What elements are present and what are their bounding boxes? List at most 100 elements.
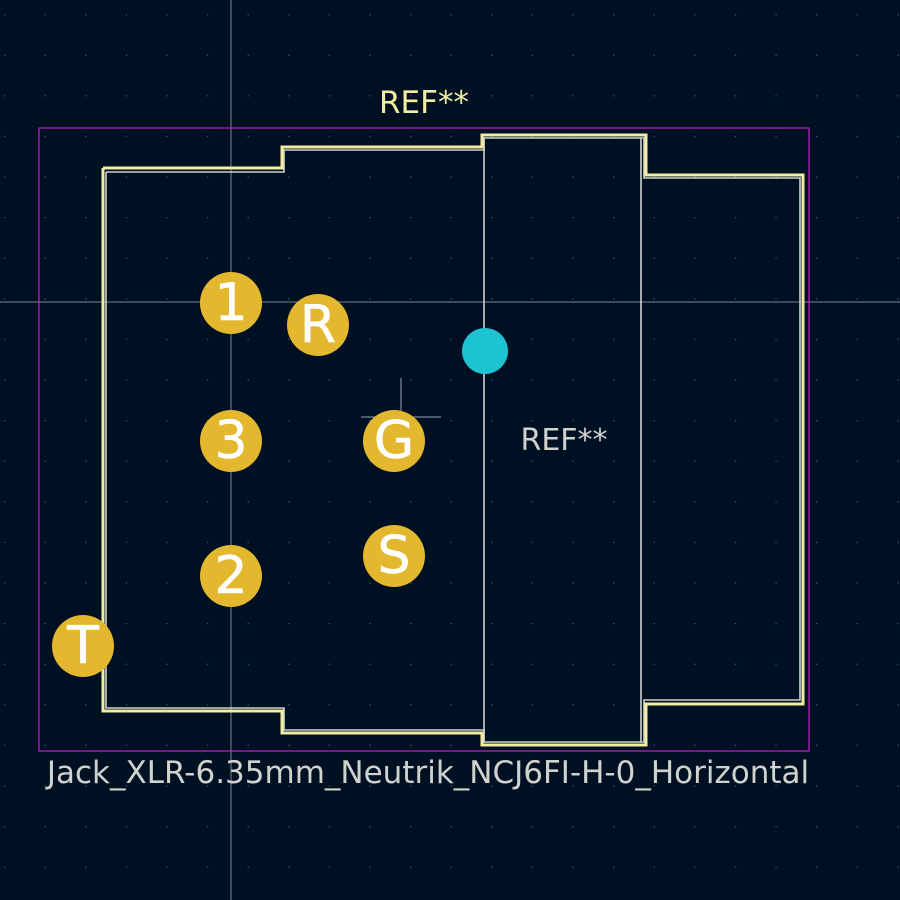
grid-dot <box>450 866 452 868</box>
grid-dot <box>734 176 737 178</box>
grid-dot <box>816 298 818 300</box>
grid-dot <box>410 379 412 381</box>
grid-dot <box>856 541 858 544</box>
grid-dot <box>85 298 87 300</box>
grid-dot <box>694 541 696 544</box>
grid-dot <box>897 623 899 625</box>
grid-dot <box>85 826 87 828</box>
grid-dot <box>369 257 371 259</box>
grid-dot <box>531 217 534 219</box>
grid-dot <box>328 785 331 787</box>
grid-dot <box>897 501 899 503</box>
pad[interactable]: G <box>363 410 425 472</box>
grid-dot <box>4 14 6 16</box>
grid-dot <box>816 501 818 503</box>
grid-dot <box>4 826 6 828</box>
grid-dot <box>450 704 452 706</box>
grid-dot <box>247 217 249 219</box>
grid-dot <box>734 623 737 625</box>
grid-dot <box>531 338 534 341</box>
grid-dot <box>44 176 46 178</box>
grid-dot <box>491 420 493 422</box>
grid-dot <box>328 135 331 138</box>
grid-dot <box>897 257 899 259</box>
grid-dot <box>531 541 534 544</box>
grid-dot <box>531 95 534 97</box>
grid-dot <box>856 298 858 300</box>
grid-dot <box>85 338 87 341</box>
fab-outline <box>105 137 801 743</box>
grid-dot <box>125 420 128 422</box>
grid-dot <box>247 379 249 381</box>
grid-dot <box>653 826 655 828</box>
grid-dot <box>491 176 493 178</box>
grid-dot <box>125 744 128 747</box>
grid-dot <box>44 826 46 828</box>
grid-dot <box>288 663 290 665</box>
grid-dot <box>166 785 168 787</box>
grid-dot <box>653 501 655 503</box>
pad[interactable]: 1 <box>200 272 262 334</box>
grid-dot <box>450 257 452 259</box>
grid-dot <box>44 623 46 625</box>
grid-dot <box>734 541 737 544</box>
grid-dot <box>328 501 331 503</box>
grid-dot <box>166 420 168 422</box>
grid-dot <box>4 460 6 462</box>
grid-dot <box>734 501 737 503</box>
grid-dot <box>288 460 290 462</box>
pad-label: 2 <box>214 546 247 606</box>
grid-dot <box>531 501 534 503</box>
grid-dot <box>694 257 696 259</box>
grid-dot <box>450 95 452 97</box>
grid-dot <box>44 95 46 97</box>
grid-dot <box>4 298 6 300</box>
grid-dot <box>856 663 858 665</box>
grid-dot <box>653 54 655 56</box>
reference-silkscreen-text[interactable]: REF** <box>379 85 469 121</box>
grid-dot <box>897 582 899 584</box>
grid-dot <box>450 663 452 665</box>
grid-dot <box>247 826 249 828</box>
grid-dot <box>207 623 209 625</box>
grid-dot <box>775 257 777 259</box>
grid-dot <box>491 501 493 503</box>
grid-dot <box>856 826 858 828</box>
footprint-value-text[interactable]: Jack_XLR-6.35mm_Neutrik_NCJ6FI-H-0_Horiz… <box>45 755 809 791</box>
grid-dot <box>125 623 128 625</box>
grid-dot <box>897 826 899 828</box>
reference-fab-text[interactable]: REF** <box>520 423 607 458</box>
grid-dot <box>613 785 615 787</box>
grid-dot <box>166 176 168 178</box>
pad[interactable]: 2 <box>200 545 262 607</box>
grid-dot <box>897 176 899 178</box>
grid-dot <box>4 541 6 544</box>
grid-dot <box>166 501 168 503</box>
grid-dot <box>491 54 493 56</box>
grid-dot <box>44 420 46 422</box>
grid-dot <box>369 866 371 868</box>
grid-dot <box>288 582 290 584</box>
pad[interactable]: R <box>287 294 349 356</box>
pad[interactable]: S <box>363 525 425 587</box>
grid-dot <box>653 176 655 178</box>
grid-dot <box>572 379 574 381</box>
pad[interactable]: 3 <box>200 410 262 472</box>
grid-dot <box>775 866 777 868</box>
grid-dot <box>694 338 696 341</box>
grid-dot <box>856 257 858 259</box>
grid-dot <box>531 582 534 584</box>
grid-dot <box>734 663 737 665</box>
grid-dot <box>653 298 655 300</box>
pad[interactable]: T <box>52 615 114 677</box>
grid-dot <box>856 338 858 341</box>
grid-dot <box>694 298 696 300</box>
grid-dot <box>734 379 737 381</box>
grid-dot <box>288 744 290 747</box>
footprint-anchor-icon[interactable] <box>462 328 508 374</box>
grid-dot <box>328 460 331 462</box>
grid-dot <box>897 298 899 300</box>
grid-dot <box>410 54 412 56</box>
grid-dot <box>816 379 818 381</box>
